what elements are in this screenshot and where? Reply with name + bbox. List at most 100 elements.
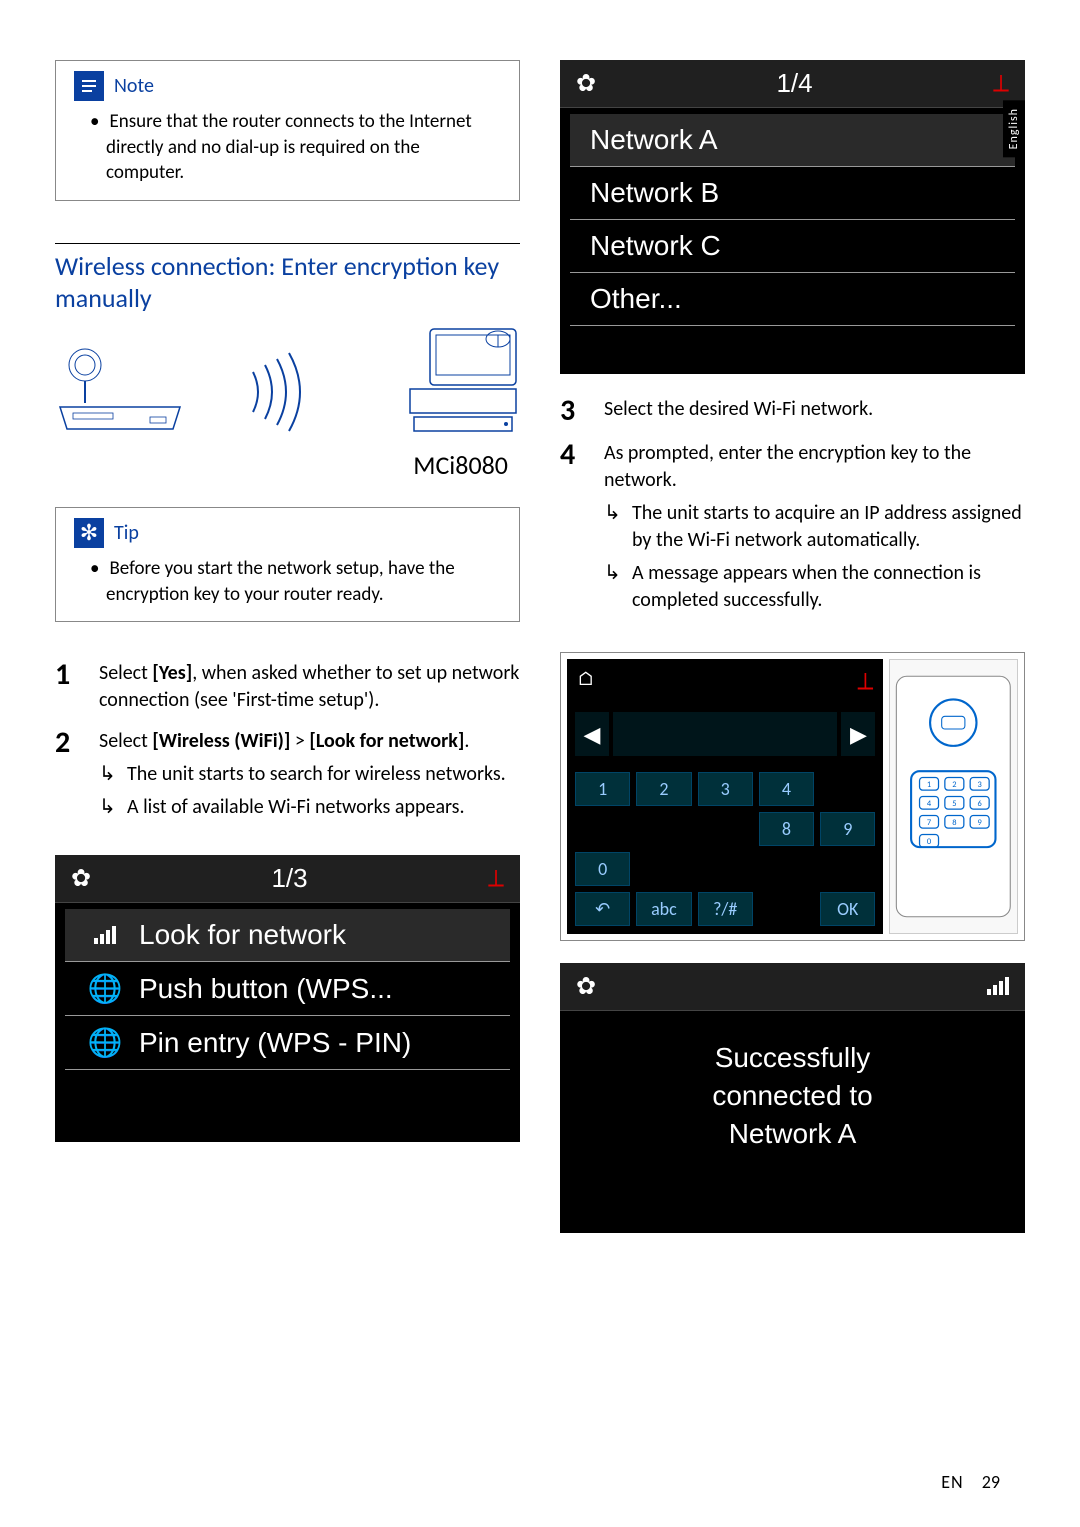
svg-text:9: 9 (978, 818, 982, 828)
globe-icon: 🌐 (85, 972, 125, 1005)
gear-icon: ✿ (71, 864, 91, 893)
keypad-key[interactable]: 0 (575, 852, 630, 886)
step-4: 4 As prompted, enter the encryption key … (560, 440, 1025, 620)
screen-option-wps-pin[interactable]: 🌐 Pin entry (WPS - PIN) (65, 1016, 510, 1070)
svg-text:6: 6 (978, 799, 982, 809)
antenna-icon: ⟂ (857, 667, 873, 696)
step-1: 1 Select [Yes], when asked whether to se… (55, 660, 520, 714)
home-icon: ⌂ (577, 667, 595, 696)
network-item-a[interactable]: Network A (570, 114, 1015, 167)
keypad-key[interactable]: ↶ (575, 892, 630, 926)
svg-text:0: 0 (927, 837, 932, 847)
model-label: MCi8080 (55, 449, 508, 481)
sub-step: The unit starts to search for wireless n… (127, 761, 520, 788)
result-arrow-icon: ↳ (99, 794, 117, 821)
steps-list-left: 1 Select [Yes], when asked whether to se… (55, 660, 520, 841)
globe-icon: 🌐 (85, 1026, 125, 1059)
antenna-icon: ⟂ (993, 70, 1009, 98)
svg-text:1: 1 (927, 780, 931, 790)
sub-step: A list of available Wi-Fi networks appea… (127, 794, 520, 821)
antenna-icon: ⟂ (488, 865, 504, 893)
gear-icon: ✿ (576, 972, 596, 1001)
keypad-key[interactable]: 1 (575, 772, 630, 806)
svg-text:3: 3 (978, 780, 982, 790)
network-label: Network A (590, 124, 718, 156)
gear-icon: ✿ (576, 69, 596, 98)
success-line: Network A (560, 1115, 1025, 1153)
keypad-key[interactable]: 9 (820, 812, 875, 846)
tip-title: Tip (114, 521, 139, 545)
keypad-key[interactable]: 4 (759, 772, 814, 806)
language-tab: English (1003, 100, 1025, 157)
remote-numpad-callout: 1 2 3 4 5 6 7 8 9 0 (889, 659, 1018, 934)
screen-counter: 1/3 (91, 863, 488, 894)
tip-icon: ✻ (74, 518, 104, 548)
network-label: Network C (590, 230, 721, 262)
device-screen-networks: ✿ 1/4 ⟂ Network A Network B Network C Ot… (560, 60, 1025, 374)
sub-step: A message appears when the connection is… (632, 560, 1025, 614)
keypad-illustration: ⌂ ⟂ ◀ ▶ 1234890↶abc?/#OK 1234567890 (560, 652, 1025, 941)
result-arrow-icon: ↳ (99, 761, 117, 788)
svg-text:8: 8 (953, 818, 957, 828)
screen-option-wps-push[interactable]: 🌐 Push button (WPS... (65, 962, 510, 1016)
success-line: connected to (560, 1077, 1025, 1115)
device-screen-success: ✿ Successfully connected to Network A (560, 963, 1025, 1233)
keypad-key[interactable]: abc (636, 892, 691, 926)
steps-list-right: 3 Select the desired Wi-Fi network. 4 As… (560, 396, 1025, 634)
nav-left-icon[interactable]: ◀ (575, 712, 609, 756)
device-illustration (370, 327, 520, 437)
step-number: 3 (560, 396, 588, 426)
svg-text:7: 7 (927, 818, 931, 828)
step-text-bold: [Look for network] (309, 729, 464, 753)
step-text: . (464, 729, 469, 753)
tip-item: Before you start the network setup, have… (90, 556, 501, 607)
device-screen-methods: ✿ 1/3 ⟂ Look for network 🌐 Push button (… (55, 855, 520, 1142)
keypad-key[interactable]: 8 (759, 812, 814, 846)
text-entry-field[interactable] (613, 712, 837, 756)
keypad-key[interactable]: 3 (698, 772, 753, 806)
step-number: 1 (55, 660, 83, 714)
nav-right-icon[interactable]: ▶ (841, 712, 875, 756)
note-icon (74, 71, 104, 101)
network-item-c[interactable]: Network C (570, 220, 1015, 273)
network-item-b[interactable]: Network B (570, 167, 1015, 220)
footer-page: 29 (982, 1471, 1000, 1493)
step-number: 4 (560, 440, 588, 620)
signal-icon (987, 971, 1009, 1002)
step-text: Select (99, 661, 152, 685)
success-line: Successfully (560, 1039, 1025, 1077)
note-item: Ensure that the router connects to the I… (90, 109, 501, 186)
network-item-other[interactable]: Other... (570, 273, 1015, 326)
page-footer: EN 29 (941, 1471, 1000, 1493)
note-title: Note (114, 74, 154, 98)
network-label: Network B (590, 177, 719, 209)
step-text: Select the desired Wi-Fi network. (604, 397, 873, 421)
section-divider (55, 243, 520, 244)
step-number: 2 (55, 728, 83, 827)
keypad-key[interactable]: OK (820, 892, 875, 926)
step-text: > (290, 729, 309, 753)
step-3: 3 Select the desired Wi-Fi network. (560, 396, 1025, 426)
network-label: Other... (590, 283, 682, 315)
step-2: 2 Select [Wireless (WiFi)] > [Look for n… (55, 728, 520, 827)
note-box: Note Ensure that the router connects to … (55, 60, 520, 201)
screen-option-look-for-network[interactable]: Look for network (65, 909, 510, 962)
sub-step: The unit starts to acquire an IP address… (632, 500, 1025, 554)
keypad-key[interactable]: ?/# (698, 892, 753, 926)
screen-option-label: Look for network (139, 919, 346, 951)
screen-option-label: Push button (WPS... (139, 973, 393, 1005)
step-text-bold: [Yes] (152, 661, 192, 685)
svg-text:5: 5 (953, 799, 957, 809)
svg-text:2: 2 (953, 780, 957, 790)
illustration-row (55, 327, 520, 437)
step-text: As prompted, enter the encryption key to… (604, 441, 971, 492)
svg-text:4: 4 (927, 799, 932, 809)
result-arrow-icon: ↳ (604, 560, 622, 614)
tip-box: ✻ Tip Before you start the network setup… (55, 507, 520, 622)
step-text: Select (99, 729, 152, 753)
footer-lang: EN (941, 1471, 963, 1493)
step-text-bold: [Wireless (WiFi)] (152, 729, 290, 753)
keypad-key[interactable]: 2 (636, 772, 691, 806)
result-arrow-icon: ↳ (604, 500, 622, 554)
screen-option-label: Pin entry (WPS - PIN) (139, 1027, 411, 1059)
